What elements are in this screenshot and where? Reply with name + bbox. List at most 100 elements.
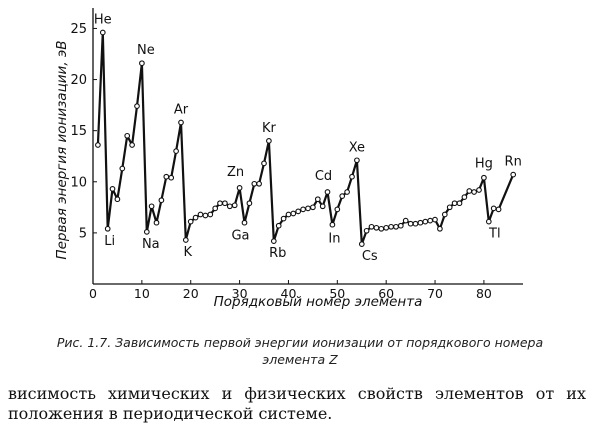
data-point-z30 — [236, 185, 243, 191]
data-point-z72 — [441, 211, 448, 218]
element-label-rb: Rb — [269, 246, 286, 261]
data-point-z83 — [495, 206, 502, 213]
data-point-z60 — [383, 224, 390, 231]
data-point-z73 — [446, 204, 453, 211]
data-point-z34 — [256, 180, 262, 187]
body-paragraph: висимость химических и физических свойст… — [8, 384, 586, 423]
y-tick-label-25: 25 — [70, 22, 87, 37]
element-label-ne: Ne — [137, 43, 155, 58]
data-point-z28 — [226, 203, 233, 210]
data-point-z54 — [354, 157, 360, 164]
data-point-z10 — [139, 60, 145, 67]
y-tick-label-5: 5 — [79, 226, 87, 241]
element-label-he: He — [94, 13, 112, 28]
y-tick-label-20: 20 — [70, 73, 87, 88]
data-point-z2 — [99, 29, 106, 36]
data-point-z58 — [373, 224, 380, 231]
data-point-z79 — [476, 187, 482, 193]
data-point-z23 — [202, 212, 209, 219]
data-point-z66 — [412, 220, 419, 227]
element-label-tl: Tl — [488, 227, 501, 242]
data-point-z52 — [344, 189, 350, 195]
element-label-na: Na — [142, 237, 160, 252]
data-point-z33 — [251, 180, 258, 187]
data-point-z11 — [143, 229, 150, 235]
data-point-z74 — [451, 200, 458, 207]
data-point-z7 — [124, 132, 131, 139]
data-point-z8 — [129, 142, 135, 148]
x-tick-label-40: 40 — [281, 286, 297, 301]
chart-element-labels: He Ne Ar Kr Xe Rn Li Na K Rb Cs Tl Zn Ga Cd In Hg — [94, 13, 522, 265]
data-point-z77 — [466, 188, 473, 194]
data-point-z6 — [119, 165, 126, 172]
x-tick-label-30: 30 — [232, 286, 248, 301]
data-point-z67 — [417, 219, 424, 226]
data-point-z48 — [324, 189, 331, 195]
data-point-z9 — [134, 103, 140, 109]
data-point-z15 — [163, 173, 170, 180]
data-point-z3 — [104, 225, 111, 232]
data-point-z55 — [358, 241, 365, 247]
data-point-z31 — [241, 219, 248, 226]
element-label-in: In — [328, 232, 340, 247]
x-tick-label-60: 60 — [378, 286, 394, 301]
x-tick-label-10: 10 — [134, 286, 150, 301]
ionization-energy-chart: 5 10 15 20 25 0 10 20 30 40 50 60 70 80 He Ne Ar Kr Xe Rn L… — [54, 8, 523, 310]
data-point-z25 — [212, 205, 219, 212]
data-point-z36 — [266, 138, 272, 144]
element-label-kr: Kr — [262, 121, 277, 136]
element-label-zn: Zn — [227, 165, 244, 180]
data-point-z49 — [329, 221, 336, 228]
data-point-z20 — [187, 218, 194, 225]
data-point-z16 — [168, 174, 175, 181]
data-point-z19 — [182, 237, 189, 243]
data-point-z18 — [178, 119, 184, 126]
data-point-z35 — [261, 160, 267, 167]
data-point-z38 — [275, 222, 282, 229]
element-label-cd: Cd — [315, 169, 332, 184]
data-point-z51 — [339, 193, 346, 199]
y-axis-label: Первая энергия ионизации, эВ — [54, 40, 70, 259]
x-tick-label-80: 80 — [476, 286, 492, 301]
x-axis-label: Порядковый номер элемента — [214, 294, 423, 310]
x-tick-label-50: 50 — [329, 286, 345, 301]
data-point-z75 — [456, 200, 463, 207]
data-point-z65 — [407, 220, 414, 227]
data-point-z80 — [481, 174, 487, 181]
data-point-z4 — [109, 186, 116, 192]
data-point-z61 — [388, 223, 394, 230]
data-point-z56 — [363, 227, 370, 234]
data-point-z32 — [246, 200, 253, 207]
data-point-z70 — [432, 216, 438, 223]
data-point-z71 — [437, 225, 443, 232]
data-point-z22 — [197, 211, 204, 218]
element-label-hg: Hg — [475, 157, 493, 172]
figure-caption: Рис. 1.7. Зависимость первой энергии ион… — [56, 335, 544, 367]
element-label-ar: Ar — [174, 103, 189, 118]
x-tick-label-20: 20 — [183, 286, 199, 301]
data-point-z82 — [490, 205, 497, 212]
data-point-z46 — [314, 196, 321, 203]
element-label-k: K — [184, 245, 193, 260]
data-point-z42 — [295, 208, 302, 215]
data-point-z27 — [222, 200, 228, 207]
data-point-z1 — [95, 142, 101, 148]
data-point-z62 — [393, 223, 399, 230]
data-point-z13 — [153, 219, 160, 226]
data-point-z5 — [114, 196, 121, 203]
x-tick-label-70: 70 — [427, 286, 443, 301]
data-point-z63 — [397, 222, 404, 229]
x-tick-label-0: 0 — [89, 286, 97, 301]
element-label-xe: Xe — [349, 140, 365, 155]
data-point-z44 — [305, 205, 311, 212]
data-point-z47 — [319, 203, 326, 210]
data-point-z76 — [461, 194, 468, 200]
y-tick-label-15: 15 — [70, 124, 87, 139]
element-label-cs: Cs — [362, 249, 378, 264]
data-point-z21 — [192, 214, 199, 221]
element-label-ga: Ga — [231, 229, 249, 244]
data-point-z26 — [217, 200, 223, 207]
data-point-z50 — [334, 206, 341, 213]
y-tick-label-10: 10 — [70, 175, 87, 190]
data-point-z24 — [207, 211, 214, 218]
